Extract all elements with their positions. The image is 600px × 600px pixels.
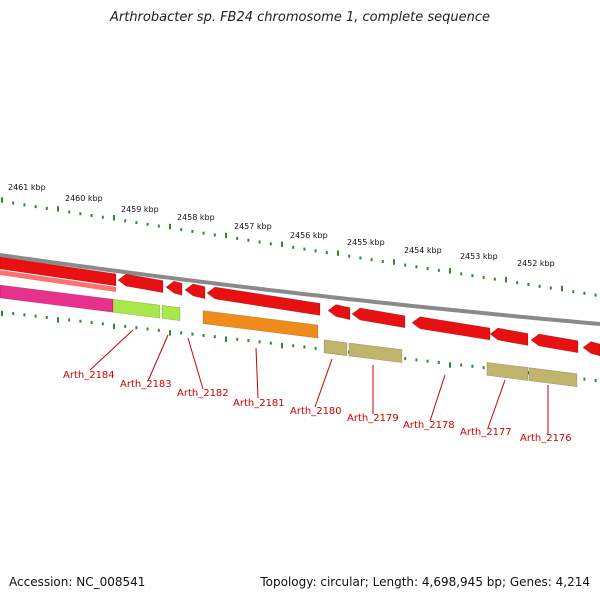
forward-feature bbox=[184, 283, 206, 300]
kbp-scale-label: 2452 kbp bbox=[517, 259, 555, 268]
kbp-scale-label: 2455 kbp bbox=[347, 238, 385, 247]
leader-line bbox=[89, 329, 134, 371]
kbp-scale-label: 2461 kbp bbox=[8, 183, 46, 192]
gene-label: Arth_2179 bbox=[347, 413, 399, 424]
reverse-feature-arth_2179 bbox=[348, 342, 403, 363]
leader-line bbox=[314, 358, 333, 408]
reverse-feature-arth_2182 bbox=[161, 305, 181, 322]
leader-line bbox=[187, 337, 204, 390]
reverse-feature-arth_2177 bbox=[486, 362, 529, 381]
kbp-scale-label: 2454 kbp bbox=[404, 246, 442, 255]
reverse-feature-arth_2180 bbox=[323, 339, 348, 357]
leader-line bbox=[487, 379, 506, 429]
backbone-line bbox=[0, 253, 600, 326]
forward-feature bbox=[411, 316, 491, 341]
reverse-feature-arth_2176 bbox=[528, 367, 578, 388]
kbp-scale-label: 2460 kbp bbox=[65, 194, 103, 203]
gene-label: Arth_2176 bbox=[520, 433, 572, 444]
reverse-feature-arth_2181 bbox=[202, 310, 319, 339]
forward-feature bbox=[327, 304, 351, 321]
forward-feature bbox=[530, 333, 579, 354]
gene-label-leaders bbox=[89, 329, 549, 434]
kbp-scale-label: 2453 kbp bbox=[460, 252, 498, 261]
reverse-strand-features bbox=[0, 284, 578, 388]
gene-label: Arth_2180 bbox=[290, 406, 342, 417]
kbp-scale-label: 2456 kbp bbox=[290, 231, 328, 240]
kbp-scale-label: 2459 kbp bbox=[121, 205, 159, 214]
gene-labels: Arth_2184 Arth_2183 Arth_2182 Arth_2181 Arth… bbox=[63, 370, 572, 444]
forward-feature bbox=[582, 341, 600, 357]
kbp-scale-labels: 2461 kbp 2460 kbp 2459 kbp 2458 kbp 2457 kbp… bbox=[8, 183, 555, 268]
gene-label: Arth_2183 bbox=[120, 379, 172, 390]
map-title: Arthrobacter sp. FB24 chromosome 1, comp… bbox=[109, 10, 491, 25]
forward-feature bbox=[489, 327, 529, 346]
gene-label: Arth_2184 bbox=[63, 370, 115, 381]
forward-strand-features bbox=[0, 256, 600, 357]
forward-feature bbox=[165, 280, 183, 296]
kbp-scale-label: 2458 kbp bbox=[177, 213, 215, 222]
gene-label: Arth_2178 bbox=[403, 420, 455, 431]
leader-line bbox=[429, 374, 446, 422]
reverse-feature-arth_2183 bbox=[112, 298, 161, 319]
kbp-scale-label: 2457 kbp bbox=[234, 222, 272, 231]
forward-feature bbox=[351, 307, 406, 329]
reverse-feature-arth_2184 bbox=[0, 284, 114, 313]
upper-kbp-ticks bbox=[1, 197, 597, 297]
gene-label: Arth_2181 bbox=[233, 398, 285, 409]
genome-stats-text: Topology: circular; Length: 4,698,945 bp… bbox=[260, 575, 590, 589]
gene-label: Arth_2177 bbox=[460, 427, 512, 438]
leader-line bbox=[255, 347, 259, 399]
forward-feature bbox=[0, 256, 117, 287]
forward-feature-highlight bbox=[0, 270, 116, 292]
chromosome-backbone bbox=[0, 253, 600, 326]
forward-feature bbox=[206, 286, 321, 316]
leader-line bbox=[147, 334, 169, 382]
gene-label: Arth_2182 bbox=[177, 388, 229, 399]
forward-feature bbox=[117, 273, 164, 293]
accession-text: Accession: NC_008541 bbox=[9, 575, 146, 589]
